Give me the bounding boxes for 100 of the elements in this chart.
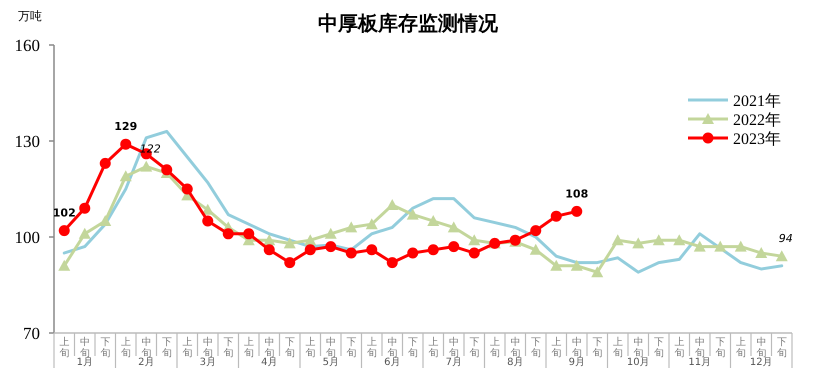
point	[120, 138, 132, 150]
y-tick-label: 100	[14, 228, 40, 247]
point	[366, 244, 378, 256]
x-tick-label: 上旬	[736, 336, 746, 359]
x-tick-label: 中旬	[756, 336, 766, 359]
point	[345, 221, 358, 232]
point	[79, 202, 90, 214]
x-tick-label: 中旬	[202, 336, 213, 359]
point	[428, 244, 439, 256]
point	[100, 158, 111, 169]
point	[202, 216, 214, 226]
x-tick-label: 下旬	[715, 337, 726, 359]
point	[243, 228, 254, 240]
x-tick-label: 下旬	[776, 337, 787, 359]
point	[304, 244, 316, 256]
x-tick-label: 下旬	[592, 337, 602, 359]
point	[346, 248, 357, 258]
x-tick-label: 下旬	[408, 337, 418, 359]
point	[284, 257, 296, 268]
legend-label: 2023年	[733, 131, 781, 148]
x-tick-label: 下旬	[100, 337, 110, 359]
text: 2月	[138, 357, 154, 368]
x-tick-label: 下旬	[654, 337, 664, 359]
x-tick-label: 上旬	[120, 336, 131, 359]
x-tick-label: 上旬	[366, 336, 377, 359]
text: 12月	[750, 357, 773, 368]
x-tick-label: 下旬	[530, 337, 541, 359]
point	[652, 234, 665, 246]
point	[468, 234, 480, 246]
x-tick-label: 中旬	[572, 336, 582, 359]
point	[366, 218, 378, 230]
legend-label: 2021年	[733, 93, 781, 110]
point	[734, 240, 747, 252]
text: 6月	[384, 357, 400, 368]
x-tick-label: 中旬	[510, 336, 520, 359]
point	[755, 247, 768, 258]
text: 11月	[688, 357, 712, 368]
point	[407, 248, 418, 258]
data-label: 102	[52, 206, 76, 220]
x-tick-label: 下旬	[284, 337, 295, 359]
y-axis-title: 万吨	[18, 9, 42, 23]
x-tick-label: 中旬	[264, 336, 274, 359]
x-tick-label: 中旬	[387, 336, 398, 359]
y-tick-label: 160	[14, 36, 40, 55]
point	[284, 237, 296, 248]
point	[714, 240, 726, 252]
x-tick-label: 上旬	[59, 336, 70, 359]
data-label: 108	[565, 187, 588, 200]
point	[386, 257, 398, 268]
x-tick-label: 上旬	[182, 336, 192, 359]
text: 5月	[322, 357, 339, 368]
y-tick-label: 70	[23, 324, 40, 343]
x-tick-label: 上旬	[612, 336, 623, 359]
x-tick-label: 中旬	[633, 336, 644, 359]
x-tick-label: 上旬	[244, 336, 254, 359]
point	[325, 241, 336, 252]
point	[304, 234, 316, 246]
point	[222, 228, 234, 240]
point	[78, 228, 91, 239]
text: 7月	[446, 357, 462, 368]
point	[550, 260, 562, 271]
data-label: 94	[778, 232, 793, 246]
point	[386, 199, 398, 210]
point	[427, 215, 440, 226]
text: 4月	[261, 357, 278, 368]
data-label: 122	[140, 142, 161, 156]
x-tick-label: 上旬	[490, 336, 500, 359]
x-tick-label: 上旬	[428, 336, 438, 359]
text: 10月	[626, 357, 650, 368]
legend-label: 2022年	[733, 112, 781, 129]
point	[591, 266, 604, 278]
point	[161, 164, 172, 176]
point	[99, 215, 112, 226]
point	[264, 244, 275, 256]
x-tick-label: 下旬	[223, 337, 234, 359]
point	[694, 240, 706, 252]
x-tick-label: 下旬	[346, 337, 356, 359]
point	[632, 237, 644, 248]
point	[324, 228, 337, 239]
point	[448, 221, 460, 232]
point	[550, 210, 562, 222]
text: 9月	[568, 357, 585, 368]
x-tick-label: 中旬	[141, 336, 152, 359]
point	[202, 204, 214, 215]
point	[571, 206, 582, 217]
text: 3月	[200, 357, 216, 368]
x-tick-label: 中旬	[448, 336, 459, 359]
x-tick-label: 上旬	[674, 336, 684, 359]
chart-title: 中厚板库存监测情况	[318, 11, 499, 35]
point	[140, 160, 152, 172]
point	[530, 225, 542, 236]
x-tick-label: 中旬	[326, 336, 336, 359]
point	[448, 241, 460, 252]
x-tick-label: 中旬	[694, 336, 705, 359]
text: 8月	[507, 357, 524, 368]
point	[673, 234, 686, 246]
x-tick-label: 下旬	[162, 337, 172, 359]
point	[120, 170, 132, 182]
point	[406, 208, 419, 220]
point	[468, 248, 480, 258]
